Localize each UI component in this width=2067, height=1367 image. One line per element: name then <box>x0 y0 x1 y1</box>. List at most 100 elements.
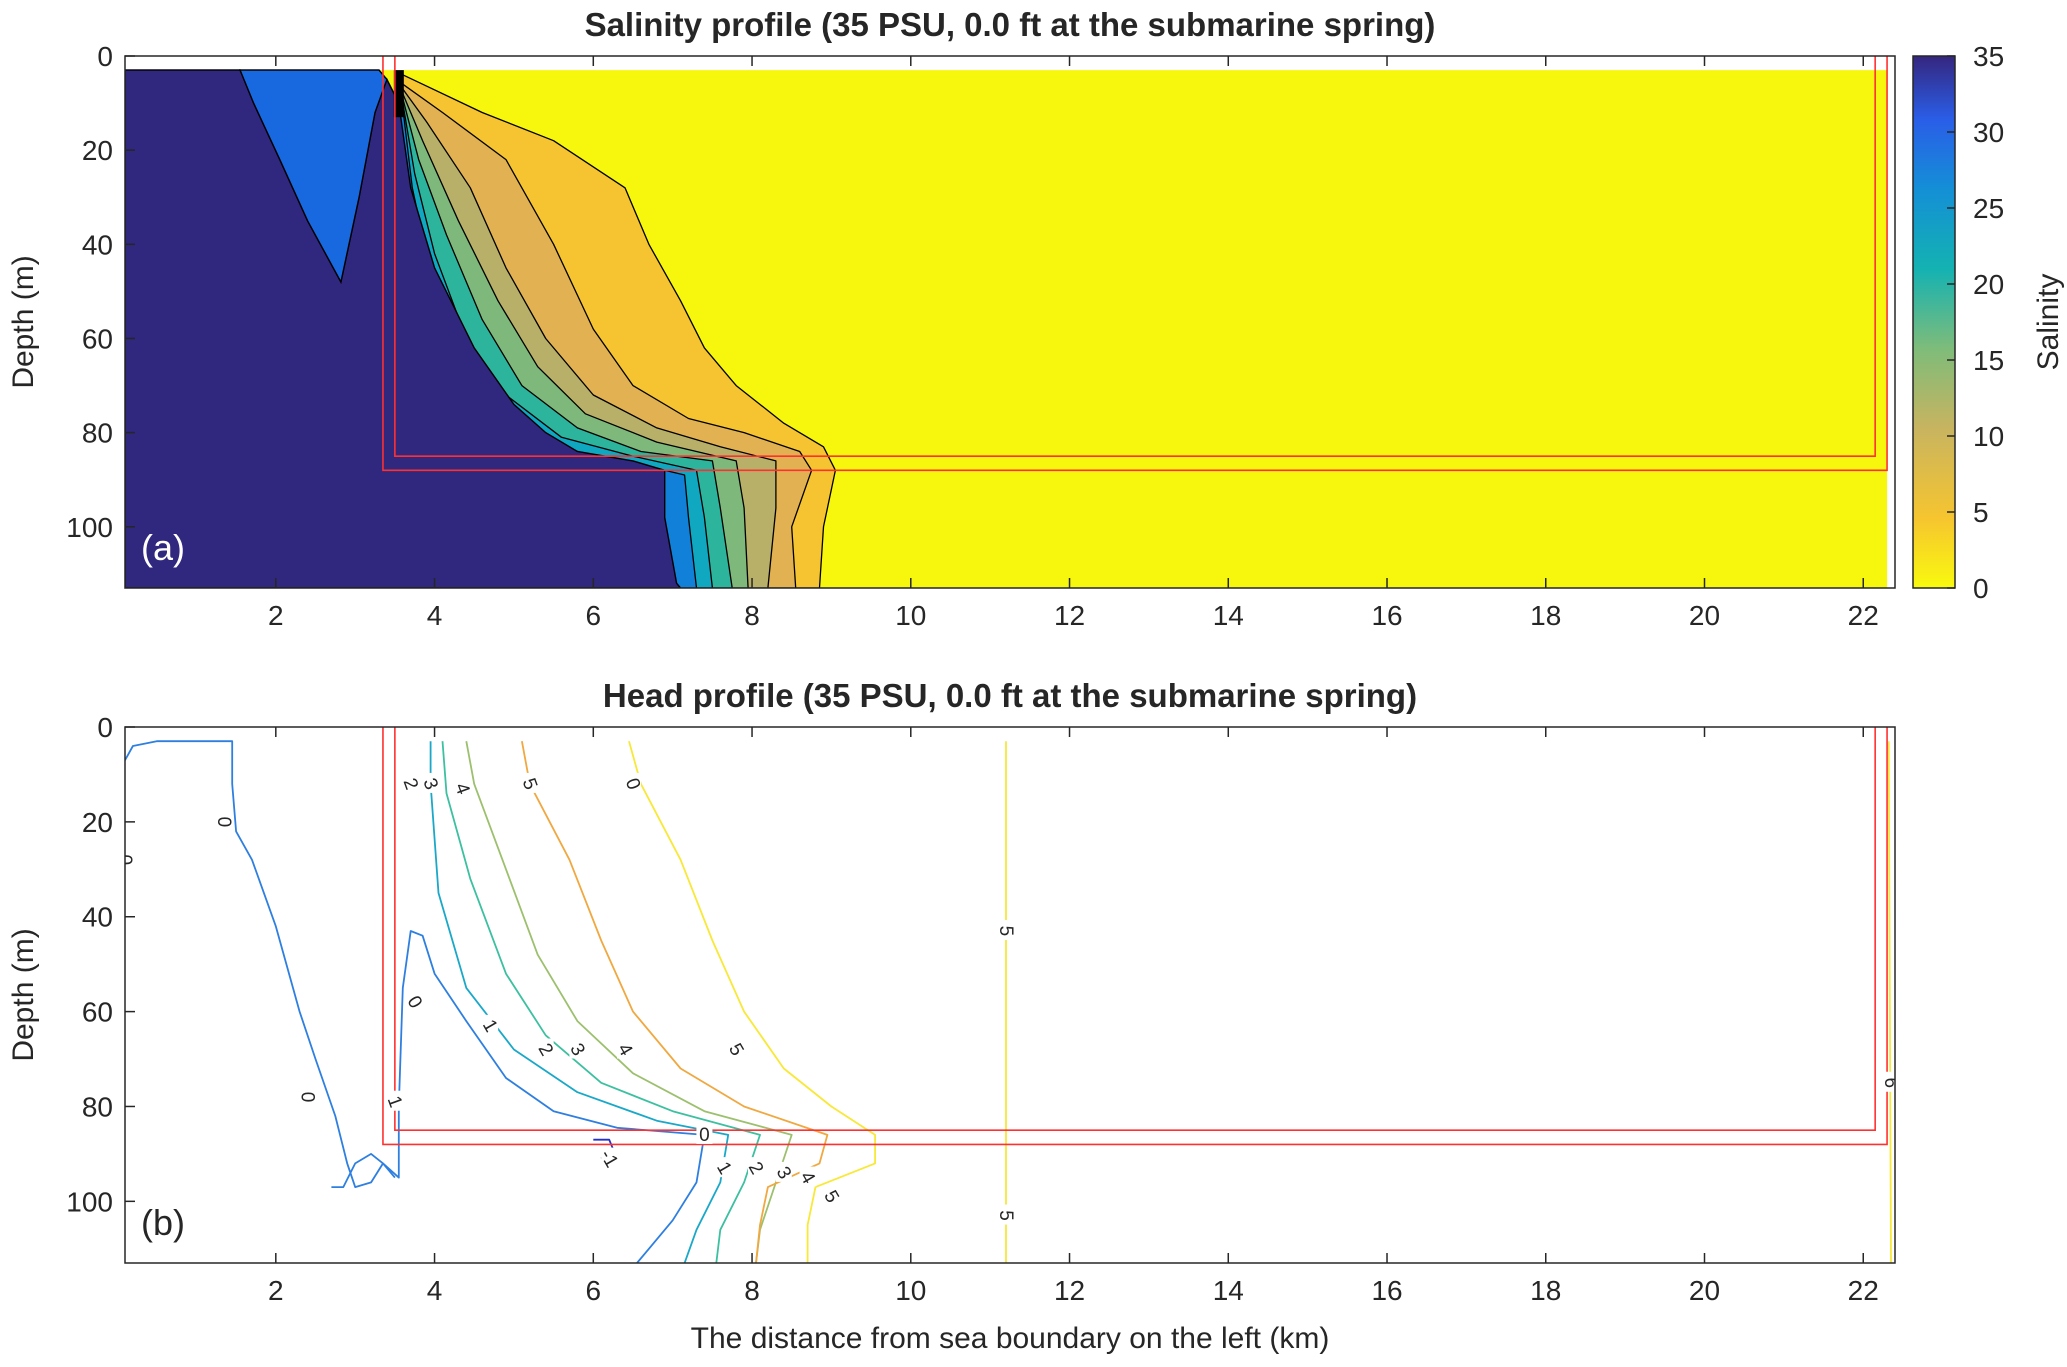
y-tick-label: 100 <box>66 1186 113 1217</box>
contour-label-background <box>696 1123 713 1144</box>
x-tick-label: 20 <box>1689 1275 1720 1306</box>
x-tick-label: 6 <box>586 1275 602 1306</box>
y-tick-label: 60 <box>82 997 113 1028</box>
y-axis-label: Depth (m) <box>7 928 40 1061</box>
contour-label: 6 <box>1880 1077 1901 1088</box>
contour-label-background <box>775 1161 792 1182</box>
x-tick-label: 14 <box>1213 600 1244 631</box>
x-tick-label: 2 <box>268 600 284 631</box>
x-tick-label: 22 <box>1848 1275 1879 1306</box>
y-tick-label: 40 <box>82 902 113 933</box>
contour-label: 0 <box>297 1092 318 1103</box>
colorbar-tick-label: 20 <box>1973 269 2004 300</box>
contour-label: 5 <box>995 926 1016 937</box>
y-tick-label: 60 <box>82 323 113 354</box>
head-contour-line <box>331 930 706 1263</box>
y-tick-label: 80 <box>82 418 113 449</box>
salinity-colorbar: 0 5 10 15 20 25 30 35 Salinity <box>1912 41 2065 604</box>
contour-label-background <box>617 1038 634 1059</box>
head-panel: Head profile (35 PSU, 0.0 ft at the subm… <box>7 677 1901 1355</box>
x-tick-label: 20 <box>1689 600 1720 631</box>
colorbar-tick-label: 25 <box>1973 193 2004 224</box>
contour-label-background <box>1883 1071 1895 1092</box>
contour-label: 5 <box>995 1210 1016 1221</box>
head-contour-line <box>1887 741 1892 1263</box>
salinity-plot-area: (a) <box>125 56 1895 588</box>
contour-label-background <box>569 1038 586 1059</box>
contour-label: 0 <box>114 855 135 866</box>
y-tick-label: 0 <box>97 41 113 72</box>
head-contour-line <box>521 741 829 1263</box>
y-tick-label: 100 <box>66 512 113 543</box>
x-tick-label: 18 <box>1530 600 1561 631</box>
plot-frame <box>124 726 1896 1264</box>
x-axis-ticks: 2 4 6 8 10 12 14 16 18 20 22 <box>268 56 1879 631</box>
x-tick-label: 6 <box>586 600 602 631</box>
contour-label-background <box>454 777 471 798</box>
x-tick-label: 8 <box>744 1275 760 1306</box>
contour-label-background <box>216 810 233 831</box>
colorbar-tick-label: 10 <box>1973 421 2004 452</box>
colorbar-label: Salinity <box>2032 274 2065 371</box>
head-contour-line <box>465 741 793 1263</box>
colorbar-gradient <box>1912 55 1956 589</box>
colorbar-tick-label: 15 <box>1973 345 2004 376</box>
contour-label: 0 <box>699 1125 710 1146</box>
layer-boundary-lines <box>382 727 1888 1146</box>
x-tick-label: 10 <box>895 600 926 631</box>
x-tick-label: 12 <box>1054 1275 1085 1306</box>
x-tick-label: 16 <box>1371 1275 1402 1306</box>
colorbar-tick-label: 0 <box>1973 573 1989 604</box>
x-tick-label: 4 <box>427 600 443 631</box>
head-contour-line <box>441 741 761 1263</box>
x-tick-label: 8 <box>744 600 760 631</box>
y-axis-ticks: 0 20 40 60 80 100 <box>66 712 135 1217</box>
contour-label-background <box>823 1185 840 1206</box>
x-tick-label: 16 <box>1371 600 1402 631</box>
contour-label-background <box>386 1090 403 1111</box>
outer-layer-boundary <box>382 727 1888 1146</box>
y-tick-label: 80 <box>82 1091 113 1122</box>
contour-label-background <box>482 1014 499 1035</box>
contour-label-background <box>998 1204 1015 1225</box>
colorbar-tick-label: 35 <box>1973 41 2004 72</box>
x-axis-ticks: 2 4 6 8 10 12 14 16 18 20 22 <box>268 727 1879 1306</box>
head-chart-title: Head profile (35 PSU, 0.0 ft at the subm… <box>603 677 1417 714</box>
contour-label-background <box>728 1038 745 1059</box>
y-axis-label: Depth (m) <box>7 255 40 388</box>
submarine-spring-marker <box>393 70 404 118</box>
y-axis-ticks: 0 20 40 60 80 100 <box>66 41 135 543</box>
contour-label-background <box>422 772 439 793</box>
contour-label-background <box>998 919 1015 940</box>
head-contour-line <box>125 740 396 1188</box>
y-tick-label: 20 <box>82 135 113 166</box>
y-tick-label: 0 <box>97 712 113 743</box>
outer-layer-boundary <box>382 56 1888 472</box>
contour-label-background <box>624 772 641 793</box>
salinity-chart-title: Salinity profile (35 PSU, 0.0 ft at the … <box>585 6 1436 43</box>
contour-label-background <box>402 772 419 793</box>
layer-boundary-lines <box>382 56 1888 472</box>
colorbar-tick-label: 5 <box>1973 497 1989 528</box>
x-axis-label: The distance from sea boundary on the le… <box>691 1322 1330 1355</box>
y-tick-label: 20 <box>82 807 113 838</box>
inner-layer-boundary <box>394 727 1876 1131</box>
x-tick-label: 22 <box>1848 600 1879 631</box>
x-tick-label: 10 <box>895 1275 926 1306</box>
plot-frame <box>124 55 1896 589</box>
contour-label-background <box>601 1147 618 1168</box>
contour-label: 0 <box>213 817 234 828</box>
contour-label-background <box>748 1157 765 1178</box>
colorbar-ticks: 0 5 10 15 20 25 30 35 <box>1947 41 2004 604</box>
panel-label: (b) <box>141 1202 185 1243</box>
contour-label-background <box>299 1085 316 1106</box>
salinity-panel: Salinity profile (35 PSU, 0.0 ft at the … <box>7 6 2065 631</box>
contour-label-background <box>716 1157 733 1178</box>
head-contour-line <box>429 741 730 1263</box>
contour-label-background <box>521 772 538 793</box>
x-tick-label: 18 <box>1530 1275 1561 1306</box>
plot-background <box>125 727 1895 1263</box>
